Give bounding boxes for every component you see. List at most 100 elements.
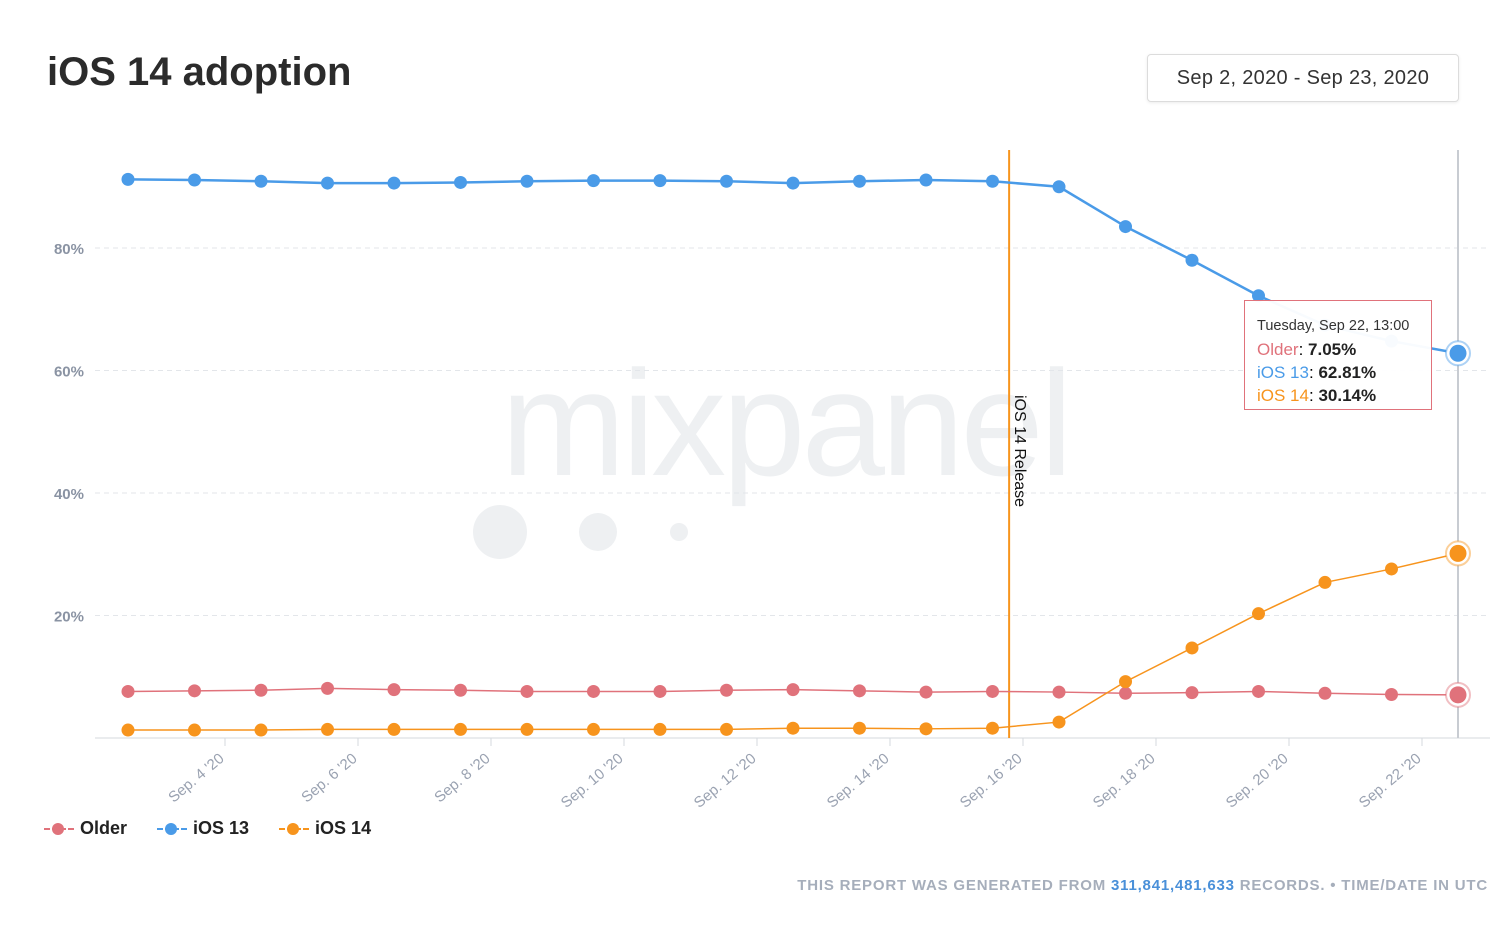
data-point xyxy=(786,176,800,190)
tooltip-series-name: iOS 13 xyxy=(1257,363,1309,382)
data-point xyxy=(254,683,268,697)
data-point xyxy=(1119,220,1132,234)
data-point xyxy=(1318,575,1332,589)
legend-label: iOS 14 xyxy=(315,818,372,838)
data-point xyxy=(321,722,334,736)
data-point xyxy=(520,174,534,188)
tooltip-series-value: 30.14% xyxy=(1318,386,1377,405)
tooltip-series-name: Older xyxy=(1257,340,1299,359)
data-point xyxy=(986,684,999,698)
data-point xyxy=(1185,253,1199,267)
y-tick-label: 80% xyxy=(54,241,84,258)
data-point xyxy=(520,684,534,698)
data-point xyxy=(1252,607,1265,621)
tooltip-row-older: Older: 7.05% xyxy=(1257,340,1357,359)
data-point xyxy=(1252,684,1265,698)
tooltip-series-value: 7.05% xyxy=(1308,340,1357,359)
x-tick-label: Sep. 16 '20 xyxy=(957,750,1026,812)
data-point xyxy=(321,176,334,190)
data-point xyxy=(786,721,800,735)
data-point xyxy=(853,174,866,188)
x-tick-label: Sep. 6 '20 xyxy=(298,750,360,806)
y-tick-label: 60% xyxy=(54,364,84,381)
data-point xyxy=(786,683,800,697)
data-point xyxy=(1052,715,1066,729)
data-point xyxy=(1119,686,1132,700)
data-point xyxy=(720,174,733,188)
tooltip-date: Tuesday, Sep 22, 13:00 xyxy=(1257,318,1410,334)
page-title: iOS 14 adoption xyxy=(47,50,352,94)
data-point xyxy=(919,173,933,187)
data-point xyxy=(986,721,999,735)
data-point xyxy=(853,721,866,735)
tooltip-row-ios14: iOS 14: 30.14% xyxy=(1257,386,1377,405)
x-tick-label: Sep. 18 '20 xyxy=(1090,750,1159,812)
data-point xyxy=(587,722,600,736)
hover-tooltip: Tuesday, Sep 22, 13:00 Older: 7.05% iOS … xyxy=(1244,300,1432,410)
legend-marker xyxy=(157,822,188,836)
data-point xyxy=(1052,685,1066,699)
data-point xyxy=(454,722,467,736)
legend-item-ios14[interactable]: iOS 14 xyxy=(279,818,371,839)
watermark-dot xyxy=(473,505,527,559)
data-point xyxy=(188,684,201,698)
x-tick-label: Sep. 4 '20 xyxy=(165,750,227,806)
data-point xyxy=(188,173,201,187)
report-footer: THIS REPORT WAS GENERATED FROM 311,841,4… xyxy=(797,877,1488,894)
x-tick-label: Sep. 14 '20 xyxy=(824,750,893,812)
data-point xyxy=(254,723,268,737)
data-point xyxy=(121,684,135,698)
data-point xyxy=(919,685,933,699)
tooltip-series-value: 62.81% xyxy=(1318,363,1377,382)
data-point xyxy=(520,722,534,736)
legend-label: Older xyxy=(80,818,128,838)
footer-suffix: RECORDS. • TIME/DATE IN UTC xyxy=(1239,877,1488,894)
data-point xyxy=(1385,562,1398,576)
watermark-text: mixpanel xyxy=(501,339,1069,507)
data-point xyxy=(1252,289,1265,303)
footer-prefix: THIS REPORT WAS GENERATED FROM xyxy=(797,877,1107,894)
data-point xyxy=(1185,686,1199,700)
data-point xyxy=(454,175,467,189)
x-tick-label: Sep. 8 '20 xyxy=(431,750,493,806)
data-point xyxy=(720,683,733,697)
data-point xyxy=(853,684,866,698)
data-point xyxy=(321,681,334,695)
data-point xyxy=(254,174,268,188)
data-point xyxy=(1449,544,1467,562)
watermark-dot xyxy=(670,523,688,541)
data-point xyxy=(919,722,933,736)
data-point xyxy=(1185,641,1199,655)
data-point xyxy=(1385,688,1398,702)
date-range-picker[interactable]: Sep 2, 2020 - Sep 23, 2020 xyxy=(1147,54,1459,102)
data-point xyxy=(1449,344,1467,362)
watermark-dot xyxy=(579,513,617,551)
annotation-label: iOS 14 Release xyxy=(1011,395,1028,507)
chart-legend: Older iOS 13 iOS 14 xyxy=(44,818,371,839)
data-point xyxy=(121,172,135,186)
y-tick-label: 20% xyxy=(54,609,84,626)
data-point xyxy=(653,684,667,698)
data-point xyxy=(653,174,667,188)
legend-item-ios13[interactable]: iOS 13 xyxy=(157,818,249,839)
data-point xyxy=(986,174,999,188)
data-point xyxy=(387,722,401,736)
legend-label: iOS 13 xyxy=(193,818,250,838)
x-tick-label: Sep. 20 '20 xyxy=(1223,750,1292,812)
x-tick-label: Sep. 12 '20 xyxy=(691,750,760,812)
data-point xyxy=(188,723,201,737)
data-point xyxy=(1052,180,1066,194)
mixpanel-watermark: mixpanel xyxy=(473,339,1073,559)
legend-item-older[interactable]: Older xyxy=(44,818,127,839)
data-point xyxy=(1318,686,1332,700)
data-point xyxy=(587,174,600,188)
legend-marker xyxy=(279,822,310,836)
data-point xyxy=(587,684,600,698)
data-point xyxy=(387,176,401,190)
x-tick-label: Sep. 10 '20 xyxy=(558,750,627,812)
tooltip-series-name: iOS 14 xyxy=(1257,386,1309,405)
data-point xyxy=(720,722,733,736)
data-point xyxy=(121,723,135,737)
y-tick-label: 40% xyxy=(54,486,84,503)
legend-marker xyxy=(44,822,74,836)
